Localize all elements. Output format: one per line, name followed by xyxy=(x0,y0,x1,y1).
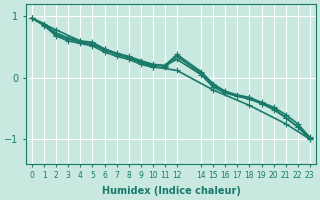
X-axis label: Humidex (Indice chaleur): Humidex (Indice chaleur) xyxy=(101,186,240,196)
